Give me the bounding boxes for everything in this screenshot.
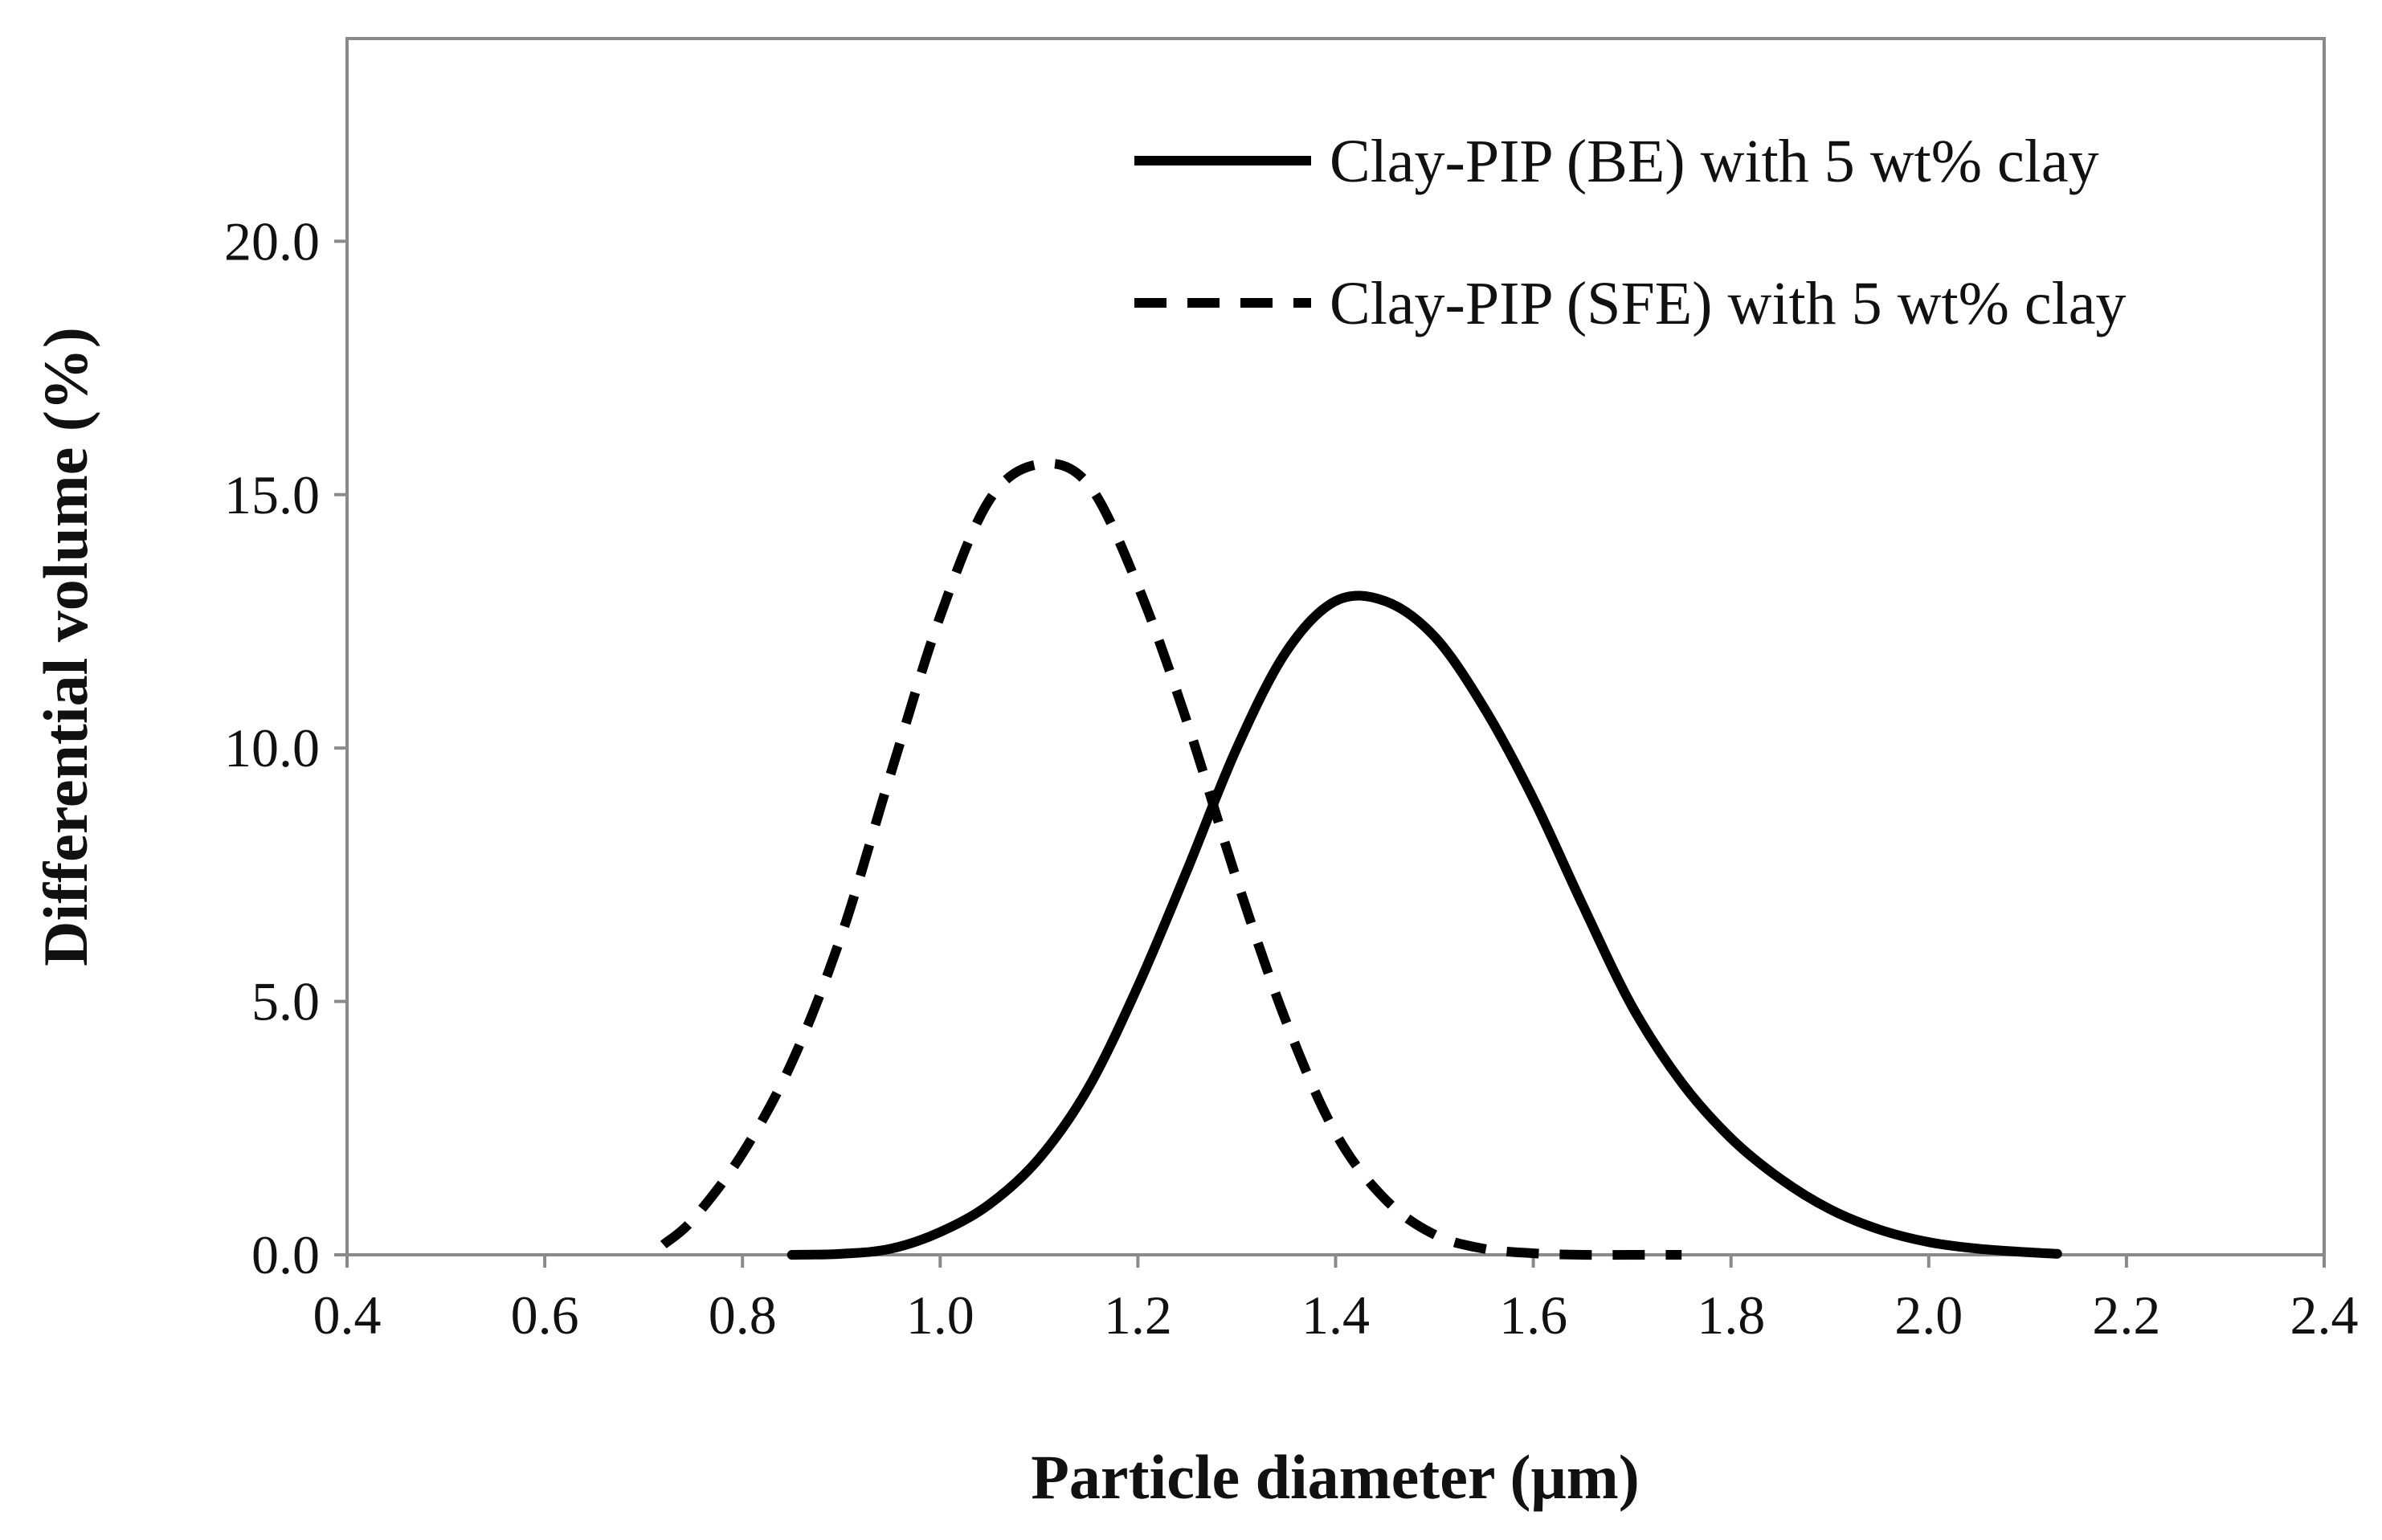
x-tick-label: 2.0 (1894, 1285, 1963, 1346)
y-tick-label: 5.0 (251, 971, 320, 1032)
x-tick-label: 0.4 (313, 1285, 382, 1346)
x-tick-label: 1.8 (1697, 1285, 1765, 1346)
legend-label-sfe: Clay-PIP (SFE) with 5 wt% clay (1330, 270, 2126, 337)
y-axis-title: Differential volume (%) (31, 327, 100, 966)
y-tick-label: 0.0 (251, 1224, 320, 1285)
series-line-be (787, 590, 2062, 1260)
x-tick-label: 1.2 (1104, 1285, 1172, 1346)
x-tick-label: 1.6 (1499, 1285, 1567, 1346)
y-axis-ticks: 0.0 5.0 10.0 15.0 20.0 (224, 210, 347, 1285)
legend: Clay-PIP (BE) with 5 wt% clay Clay-PIP (… (1134, 128, 2126, 337)
x-tick-label: 1.4 (1301, 1285, 1370, 1346)
legend-label-be: Clay-PIP (BE) with 5 wt% clay (1330, 128, 2099, 195)
y-tick-label: 20.0 (224, 210, 320, 272)
x-tick-label: 2.2 (2092, 1285, 2160, 1346)
series-group (660, 458, 2062, 1260)
x-tick-label: 1.0 (906, 1285, 974, 1346)
y-tick-label: 10.0 (224, 717, 320, 778)
x-axis-ticks: 0.4 0.6 0.8 1.0 1.2 1.4 1.6 1.8 2.0 2.2 2.4 (313, 1255, 2359, 1346)
x-tick-label: 2.4 (2290, 1285, 2359, 1346)
x-tick-label: 0.6 (511, 1285, 579, 1346)
y-tick-label: 15.0 (224, 464, 320, 525)
x-tick-label: 0.8 (709, 1285, 777, 1346)
x-axis-title: Particle diameter (μm) (1031, 1442, 1639, 1512)
